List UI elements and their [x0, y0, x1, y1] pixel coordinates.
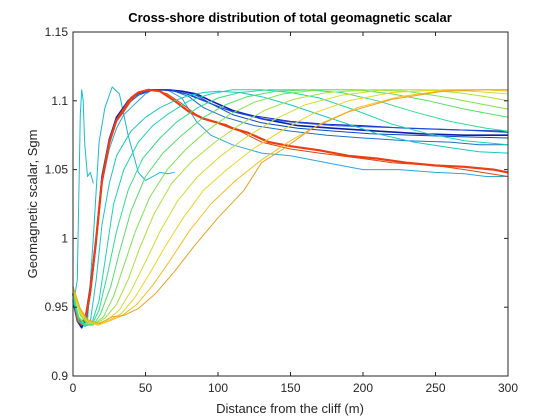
- x-tick-label: 50: [139, 381, 153, 395]
- x-tick-label: 150: [280, 381, 300, 395]
- x-ticks: 0 50 100 150 200 250 300: [70, 32, 518, 395]
- y-tick-label: 0.9: [51, 369, 68, 383]
- series-line-14: [72, 89, 509, 326]
- series-line-10: [71, 88, 509, 325]
- y-tick-label: 0.95: [45, 300, 69, 314]
- x-tick-label: 300: [498, 381, 518, 395]
- y-tick-label: 1.05: [45, 163, 69, 177]
- chart-title: Cross-shore distribution of total geomag…: [128, 10, 452, 25]
- series-line-12: [72, 89, 509, 327]
- x-tick-label: 0: [70, 381, 77, 395]
- series-line-11: [72, 90, 509, 326]
- x-tick-label: 250: [425, 381, 445, 395]
- plot-area: [73, 32, 508, 376]
- x-axis-label: Distance from the cliff (m): [216, 401, 364, 416]
- series-line-15: [72, 89, 509, 325]
- x-tick-label: 100: [208, 381, 228, 395]
- series-line-20: [72, 89, 508, 325]
- series-layer: [71, 86, 509, 329]
- series-line-19: [72, 89, 508, 326]
- series-line-13: [72, 89, 509, 326]
- y-tick-label: 1: [61, 231, 68, 245]
- x-tick-label: 200: [353, 381, 373, 395]
- y-axis-label: Geomagnetic scalar, Sgm: [25, 130, 40, 279]
- y-ticks: 0.9 0.95 1 1.05 1.1 1.15: [45, 25, 508, 383]
- y-tick-label: 1.15: [45, 25, 69, 39]
- y-tick-label: 1.1: [51, 94, 68, 108]
- series-line-1: [72, 89, 94, 308]
